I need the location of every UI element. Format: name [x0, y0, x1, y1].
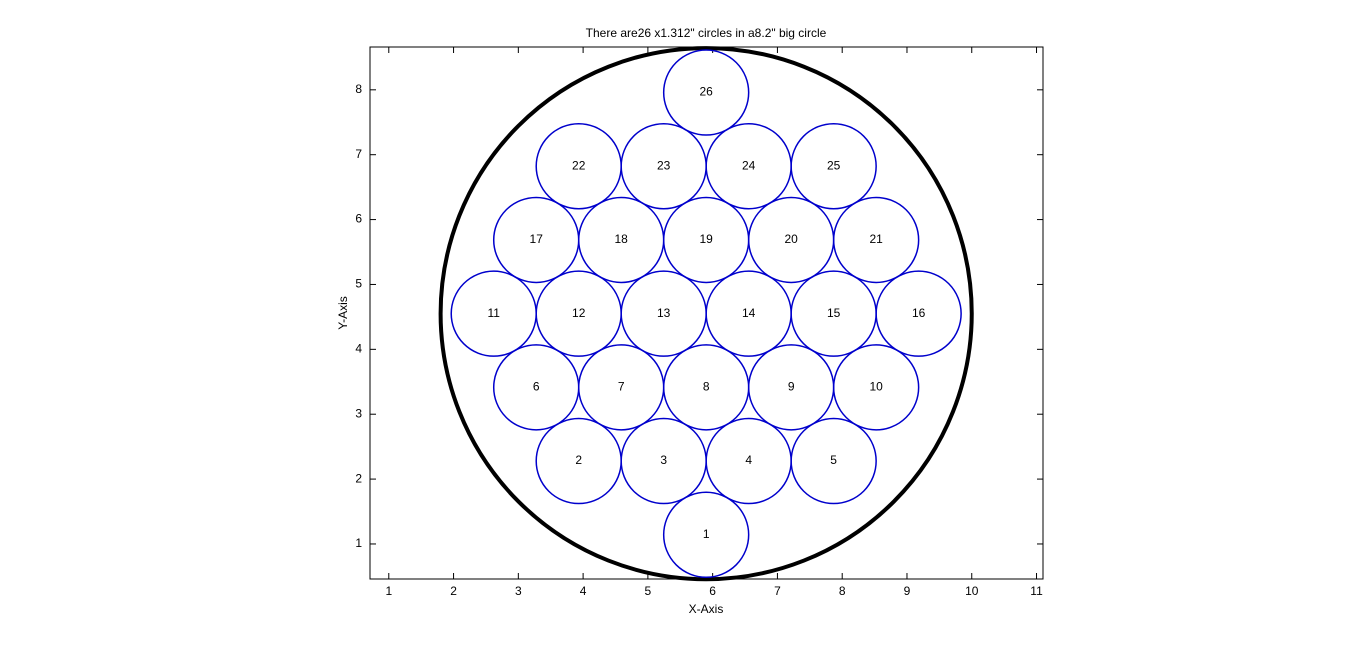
- circle-label: 12: [572, 306, 586, 320]
- circle-label: 25: [827, 158, 841, 172]
- circle-label: 8: [703, 380, 710, 394]
- circle-label: 18: [615, 232, 629, 246]
- y-tick-label: 4: [355, 342, 362, 356]
- circle-label: 16: [912, 306, 926, 320]
- circle-label: 15: [827, 306, 841, 320]
- circle-label: 17: [530, 232, 544, 246]
- circle-label: 9: [788, 380, 795, 394]
- x-tick-label: 10: [965, 584, 979, 598]
- circle-label: 1: [703, 527, 710, 541]
- circle-label: 22: [572, 158, 586, 172]
- small-circle: [662, 491, 750, 578]
- x-tick-label: 3: [515, 584, 522, 598]
- circle-label: 26: [699, 85, 713, 99]
- y-tick-label: 6: [355, 212, 362, 226]
- circle-label: 4: [745, 453, 752, 467]
- y-tick-label: 8: [355, 82, 362, 96]
- x-tick-label: 2: [450, 584, 457, 598]
- circle-label: 24: [742, 158, 756, 172]
- x-tick-label: 4: [580, 584, 587, 598]
- x-tick-label: 9: [904, 584, 911, 598]
- circle-label: 3: [660, 453, 667, 467]
- y-tick-label: 5: [355, 277, 362, 291]
- x-tick-label: 6: [709, 584, 716, 598]
- circle-label: 21: [869, 232, 883, 246]
- chart-title: There are26 x1.312" circles in a8.2" big…: [586, 26, 827, 40]
- y-tick-label: 1: [355, 536, 362, 550]
- small-circle: [790, 123, 877, 210]
- circle-label: 23: [657, 158, 671, 172]
- circle-label: 10: [869, 380, 883, 394]
- circle-label: 6: [533, 380, 540, 394]
- y-tick-label: 2: [355, 471, 362, 485]
- x-tick-label: 5: [645, 584, 652, 598]
- big-circle: [438, 46, 974, 582]
- circle-label: 7: [618, 380, 625, 394]
- small-circle: [832, 344, 920, 431]
- small-circle: [790, 417, 877, 505]
- y-tick-label: 3: [355, 406, 362, 420]
- circle-label: 2: [575, 453, 582, 467]
- small-circle: [875, 270, 962, 357]
- x-axis-label: X-Axis: [689, 602, 724, 616]
- x-tick-label: 7: [774, 584, 781, 598]
- circle-label: 13: [657, 306, 671, 320]
- y-tick-label: 7: [355, 147, 362, 161]
- circle-label: 11: [487, 306, 500, 320]
- circle-label: 14: [742, 306, 756, 320]
- circle-label: 5: [830, 453, 837, 467]
- x-tick-label: 11: [1030, 584, 1043, 598]
- x-tick-label: 8: [839, 584, 846, 598]
- circle-label: 20: [784, 232, 798, 246]
- small-circle: [832, 196, 920, 284]
- circle-label: 19: [699, 232, 713, 246]
- x-tick-label: 1: [385, 584, 392, 598]
- small-circle: [662, 49, 750, 136]
- y-axis-label: Y-Axis: [336, 296, 350, 330]
